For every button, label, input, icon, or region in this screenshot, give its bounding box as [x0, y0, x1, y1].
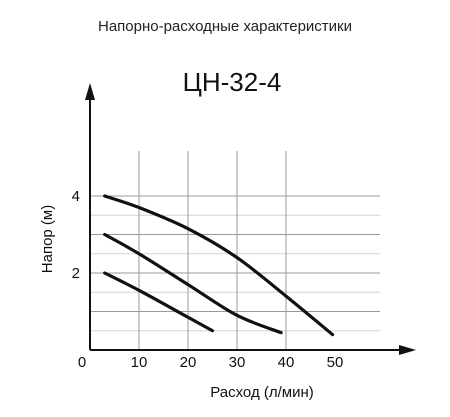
y-axis-label: Напор (м) — [39, 205, 56, 273]
series-line-1 — [103, 194, 335, 337]
x-tick-label: 50 — [327, 354, 344, 371]
x-tick-label: 40 — [278, 354, 295, 371]
y-axis-arrow — [85, 83, 95, 100]
y-tick-label: 4 — [72, 188, 80, 205]
series-lines — [103, 194, 335, 337]
x-axis-label: Расход (л/мин) — [210, 384, 314, 401]
series-line-3 — [103, 271, 215, 333]
x-tick-label: 20 — [180, 354, 197, 371]
series-line-2 — [103, 232, 283, 335]
grid — [90, 151, 380, 350]
x-tick-label: 10 — [131, 354, 148, 371]
chart-title: ЦН-32-4 — [183, 67, 282, 97]
x-axis-arrow — [399, 345, 416, 355]
y-tick-label: 2 — [72, 265, 80, 282]
origin-label: 0 — [78, 354, 86, 371]
tick-labels: 10 20 30 40 50 2 4 — [72, 188, 344, 371]
x-tick-label: 30 — [229, 354, 246, 371]
page-header: Напорно-расходные характеристики — [97, 18, 352, 35]
